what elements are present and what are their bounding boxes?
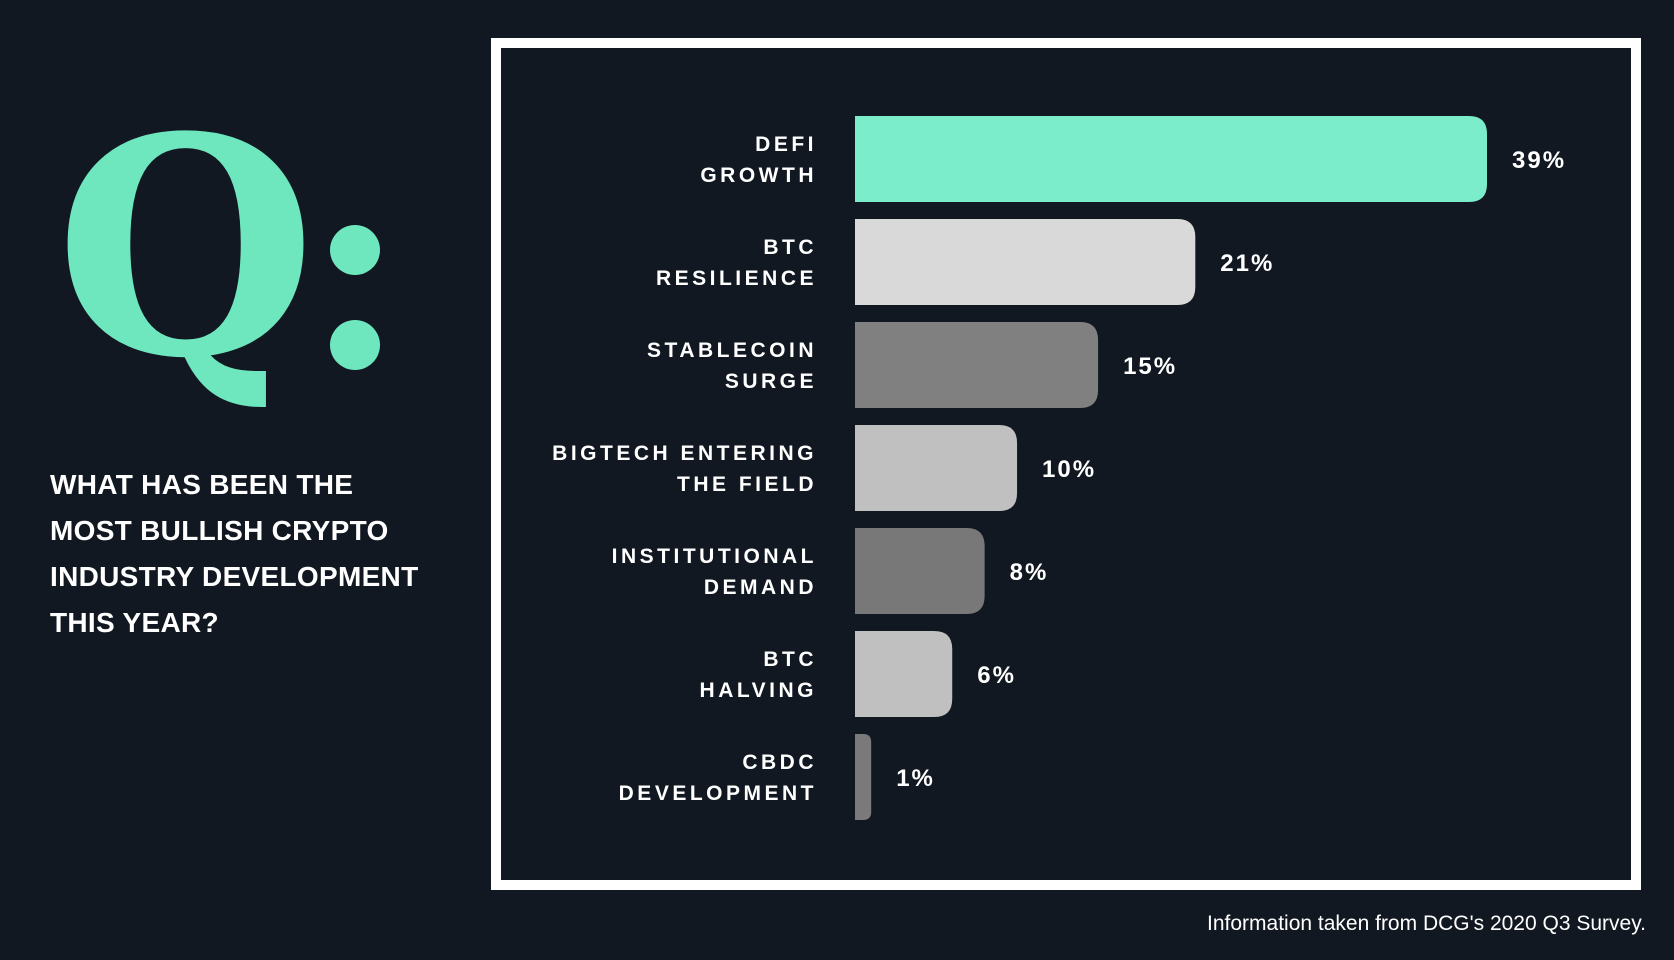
colon-dot-top <box>330 225 380 275</box>
question-text: WHAT HAS BEEN THE MOST BULLISH CRYPTO IN… <box>50 469 419 638</box>
value-label-2: 15% <box>1123 353 1177 380</box>
category-label-3: BIGTECH ENTERING THE FIELD <box>552 442 817 496</box>
bar-3 <box>855 425 1018 511</box>
bar-5 <box>855 631 953 717</box>
source-note: Information taken from DCG's 2020 Q3 Sur… <box>1207 912 1646 935</box>
category-label-0: DEFI GROWTH <box>700 133 817 187</box>
value-label-5: 6% <box>977 662 1016 689</box>
value-label-0: 39% <box>1512 147 1566 174</box>
category-label-4: INSTITUTIONAL DEMAND <box>612 545 817 599</box>
value-label-4: 8% <box>1010 559 1049 586</box>
q-logo: Q <box>55 98 385 420</box>
value-label-6: 1% <box>896 765 935 792</box>
q-letter: Q <box>55 71 317 424</box>
bar-0 <box>855 116 1487 202</box>
bar-4 <box>855 528 985 614</box>
value-label-1: 21% <box>1220 250 1274 277</box>
bar-2 <box>855 322 1099 408</box>
category-label-5: BTC HALVING <box>700 648 817 702</box>
category-label-6: CBDC DEVELOPMENT <box>619 751 817 805</box>
bar-1 <box>855 219 1196 305</box>
value-label-3: 10% <box>1042 456 1096 483</box>
bar-6 <box>855 734 872 820</box>
category-label-1: BTC RESILIENCE <box>656 236 817 290</box>
colon-dot-bottom <box>330 320 380 370</box>
category-label-2: STABLECOIN SURGE <box>647 339 817 393</box>
